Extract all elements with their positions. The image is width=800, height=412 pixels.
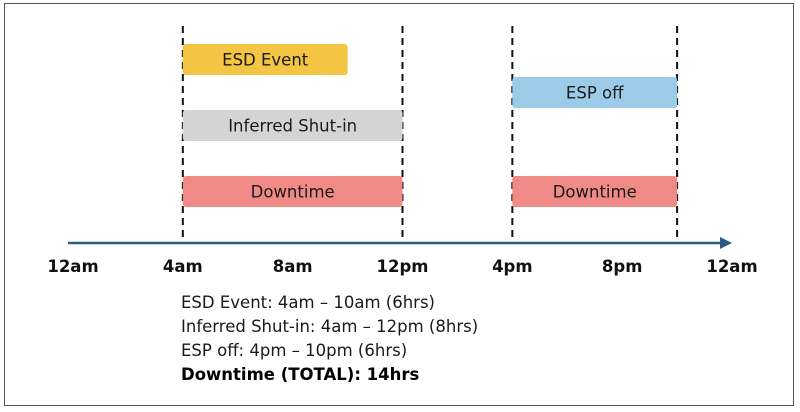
- tick-label-2: 8am: [273, 257, 313, 276]
- esp-off-label: ESP off: [566, 84, 624, 103]
- tick-label-4: 4pm: [492, 257, 533, 276]
- summary-total: Downtime (TOTAL): 14hrs: [181, 365, 420, 384]
- tick-label-5: 8pm: [602, 257, 643, 276]
- tick-labels: 12am 4am 8am 12pm 4pm 8pm 12am: [47, 257, 757, 276]
- time-axis: [68, 237, 732, 249]
- event-bars: ESD Event Inferred Shut-in Downtime ESP off…: [182, 44, 678, 207]
- downtime-1-label: Downtime: [251, 183, 335, 202]
- arrow-head-icon: [720, 237, 732, 249]
- inferred-shut-in-bar: [182, 110, 403, 141]
- tick-label-3: 12pm: [377, 257, 429, 276]
- summary-list: ESD Event: 4am – 10am (6hrs) Inferred Sh…: [181, 291, 478, 387]
- downtime-2-label: Downtime: [553, 183, 637, 202]
- esp-off-bar: [512, 77, 678, 108]
- downtime-1-bar: [182, 176, 403, 207]
- inferred-shut-in-label: Inferred Shut-in: [228, 117, 357, 136]
- esd-event-label: ESD Event: [222, 51, 309, 70]
- tick-label-0: 12am: [47, 257, 98, 276]
- summary-line-esd: ESD Event: 4am – 10am (6hrs): [181, 293, 435, 312]
- downtime-2-bar: [512, 176, 678, 207]
- summary-line-esp: ESP off: 4pm – 10pm (6hrs): [181, 341, 408, 360]
- summary-line-shut-in: Inferred Shut-in: 4am – 12pm (8hrs): [181, 317, 479, 336]
- tick-label-1: 4am: [163, 257, 203, 276]
- esd-event-bar: [182, 44, 348, 75]
- tick-label-6: 12am: [706, 257, 757, 276]
